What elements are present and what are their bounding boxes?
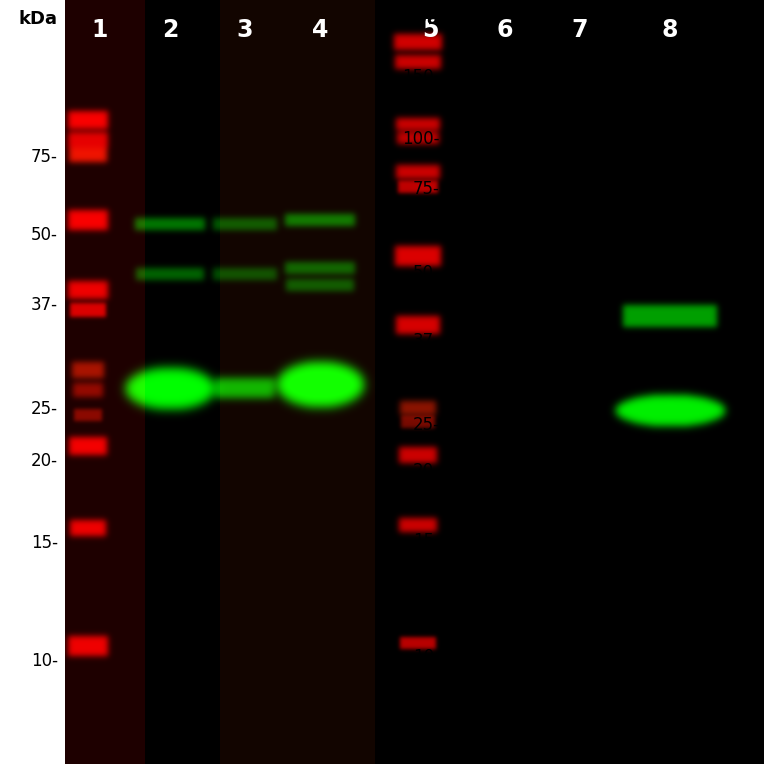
Text: 15-: 15- xyxy=(413,532,440,550)
Text: 20-: 20- xyxy=(31,452,58,470)
Text: 75-: 75- xyxy=(31,148,58,166)
Text: 50-: 50- xyxy=(413,264,440,282)
Text: 37-: 37- xyxy=(413,332,440,350)
Text: kDa: kDa xyxy=(401,10,440,28)
Text: 8: 8 xyxy=(662,18,678,42)
Text: 15-: 15- xyxy=(31,534,58,552)
Text: 5: 5 xyxy=(422,18,439,42)
Text: 100-: 100- xyxy=(403,130,440,148)
Text: kDa: kDa xyxy=(19,10,58,28)
Text: 7: 7 xyxy=(571,18,588,42)
Text: 2: 2 xyxy=(162,18,178,42)
Text: 10-: 10- xyxy=(413,648,440,666)
Text: 20-: 20- xyxy=(413,462,440,480)
Text: 50-: 50- xyxy=(31,226,58,244)
Text: 6: 6 xyxy=(497,18,513,42)
Text: 37-: 37- xyxy=(31,296,58,314)
Text: 75-: 75- xyxy=(413,180,440,198)
Text: 4: 4 xyxy=(312,18,329,42)
Text: 150-: 150- xyxy=(403,68,440,86)
Text: 25-: 25- xyxy=(31,400,58,418)
Text: 1: 1 xyxy=(92,18,108,42)
Text: 25-: 25- xyxy=(413,416,440,434)
Text: 10-: 10- xyxy=(31,652,58,670)
Text: 3: 3 xyxy=(237,18,253,42)
